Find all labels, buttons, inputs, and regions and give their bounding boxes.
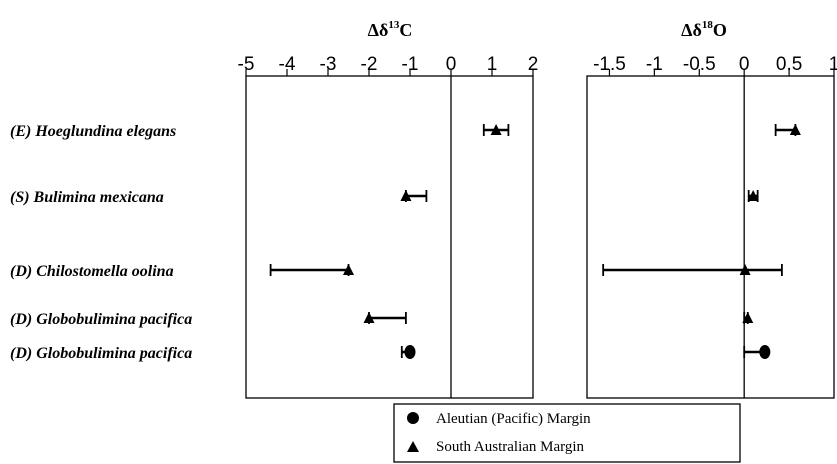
- legend-box: [393, 403, 741, 463]
- row-label: (D) Globobulimina pacifica: [10, 345, 192, 362]
- panel-title-carbon-tail: C: [399, 20, 412, 40]
- panel-title-carbon: Δδ13C: [368, 19, 413, 40]
- panel-title-oxygen: Δδ18O: [681, 19, 727, 40]
- x-tick-label: 2: [528, 54, 539, 75]
- panel-title-oxygen-main: Δδ: [681, 20, 702, 40]
- row-label: (D) Globobulimina pacifica: [10, 311, 192, 328]
- x-tick-label: 0.5: [776, 54, 802, 75]
- panel-oxygen: -1.5 -1 -0.5 0 0.5 1: [586, 54, 837, 399]
- x-tick-label: -2: [361, 54, 378, 75]
- data-point-triangle: [343, 264, 354, 275]
- x-tick-label: -5: [238, 54, 255, 75]
- x-tick-label: -4: [279, 54, 296, 75]
- x-tick-label: 0: [739, 54, 750, 75]
- legend-label-australian: South Australian Margin: [436, 439, 585, 455]
- x-tick-label: -1: [402, 54, 419, 75]
- data-point-triangle: [400, 190, 412, 201]
- x-tick-label: 1: [829, 54, 837, 75]
- row-label: (S) Bulimina mexicana: [10, 189, 164, 206]
- x-tick-label: -1: [646, 54, 663, 75]
- legend-marker-triangle: [407, 441, 419, 452]
- plot-frame: [586, 75, 835, 399]
- row-labels: (E) Hoeglundina elegans (S) Bulimina mexi…: [10, 123, 192, 362]
- plot-frame: [245, 75, 534, 399]
- x-tick-label: -1.5: [593, 54, 626, 75]
- data-point-triangle: [363, 312, 375, 323]
- data-point-circle: [404, 345, 416, 359]
- panel-title-carbon-sup: 13: [388, 19, 400, 31]
- data-point-triangle: [739, 264, 751, 275]
- data-point-triangle: [490, 124, 502, 135]
- row-label: (E) Hoeglundina elegans: [10, 123, 176, 140]
- data-point-triangle: [742, 312, 754, 323]
- data-point-triangle: [747, 190, 759, 201]
- data-point-circle: [759, 345, 771, 359]
- x-tick-label: -3: [320, 54, 337, 75]
- panel-carbon: -5 -4 -3 -2 -1 0 1 2: [238, 54, 539, 399]
- x-tick-label: -0.5: [683, 54, 716, 75]
- panel-title-carbon-main: Δδ: [368, 20, 389, 40]
- legend-marker-circle: [407, 412, 419, 424]
- row-label: (D) Chilostomella oolina: [10, 263, 174, 280]
- panel-title-oxygen-tail: O: [713, 20, 727, 40]
- x-tick-label: 1: [487, 54, 498, 75]
- data-point-triangle: [789, 124, 801, 135]
- panel-title-oxygen-sup: 18: [702, 19, 714, 31]
- legend-label-aleutian: Aleutian (Pacific) Margin: [436, 411, 591, 427]
- legend: Aleutian (Pacific) Margin South Australi…: [393, 403, 741, 463]
- x-tick-label: 0: [446, 54, 457, 75]
